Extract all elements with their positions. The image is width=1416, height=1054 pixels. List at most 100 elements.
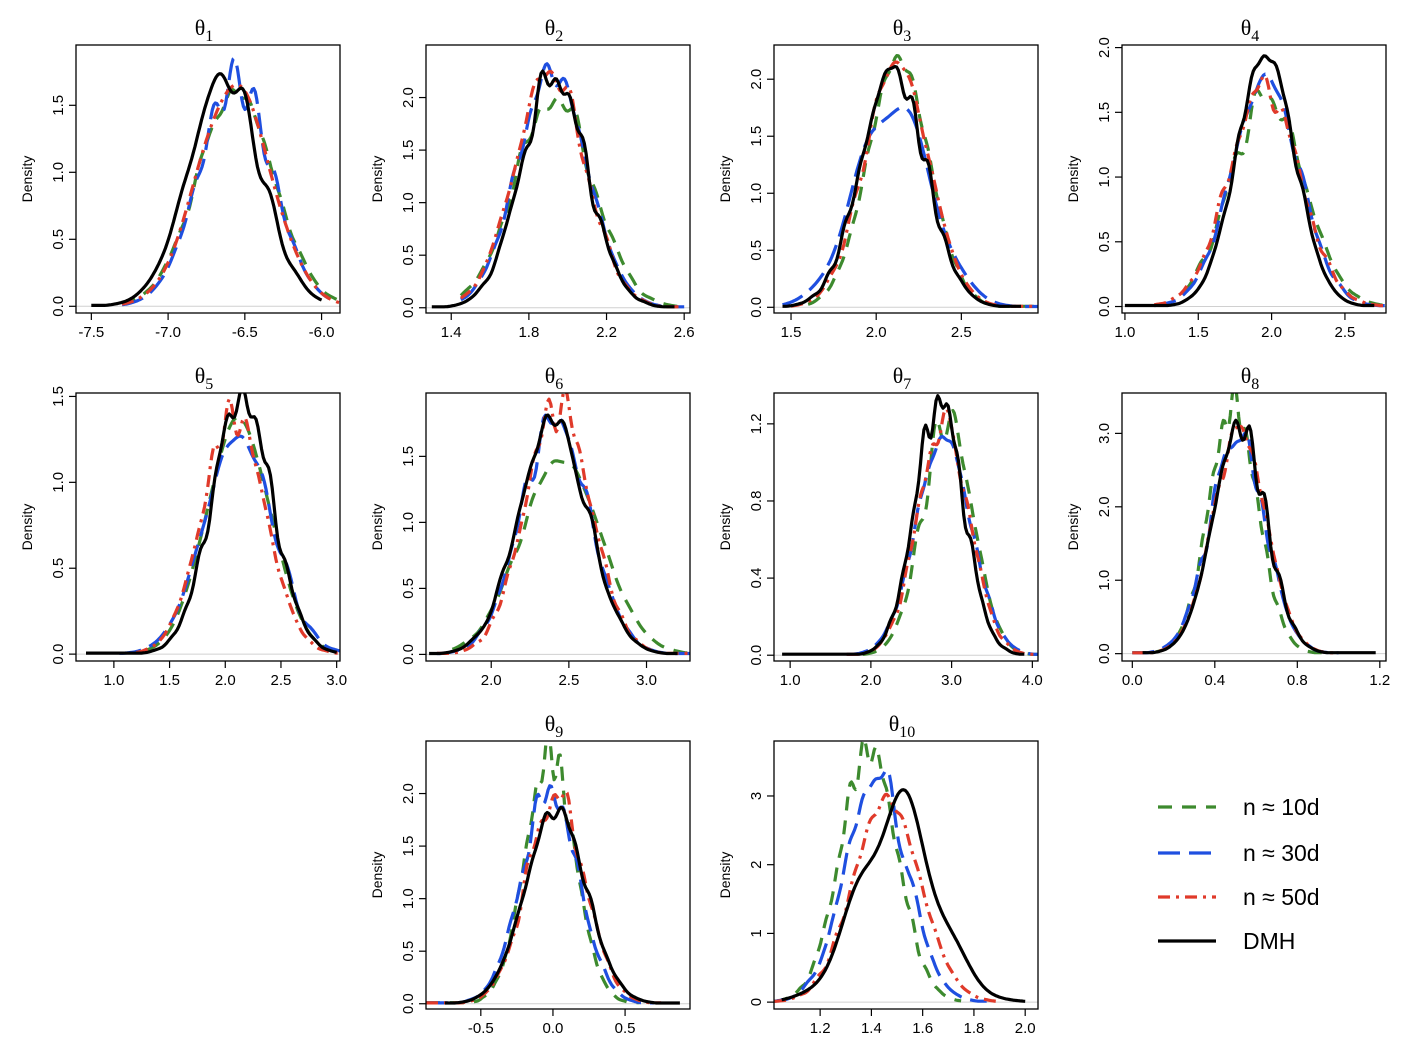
y-tick-label: 0.5 <box>50 558 67 579</box>
density-curve-n-50d <box>135 397 340 655</box>
y-tick-label: 1.0 <box>400 192 417 213</box>
y-tick-label: 0.8 <box>748 491 765 512</box>
y-tick-label: 2.0 <box>748 69 765 90</box>
density-curve-n-50d <box>790 60 1038 308</box>
y-axis-label: Density <box>19 156 35 203</box>
panel-theta-4: 1.0 1.5 2.0 2.5 0.0 0.5 1.0 1.5 2.0 Density θ4 <box>1065 15 1387 341</box>
plot-frame <box>425 44 691 314</box>
panel-title: θ10 <box>889 711 916 741</box>
y-tick-label: 0.5 <box>748 240 765 261</box>
y-tick-label: 1.5 <box>400 836 417 857</box>
plot-frame <box>425 740 691 1010</box>
density-curve-dmh <box>1142 418 1376 655</box>
x-tick-label: 2.0 <box>1261 324 1282 341</box>
y-tick-label: 3 <box>748 792 765 800</box>
x-tick-label: 1.0 <box>103 672 124 689</box>
y-tick-label: 0.5 <box>50 229 67 250</box>
density-curve-n-30d <box>1154 72 1386 308</box>
y-tick-label: 1.0 <box>748 183 765 204</box>
y-tick-label: 1.2 <box>748 413 765 434</box>
y-tick-label: 1.5 <box>400 446 417 467</box>
panel-title: θ4 <box>1241 15 1260 45</box>
plot-frame <box>425 392 691 662</box>
panel-title: θ6 <box>545 363 564 393</box>
y-tick-label: 0.0 <box>1096 643 1113 664</box>
y-tick-label: 1.5 <box>1096 102 1113 123</box>
y-tick-label: 0.0 <box>748 297 765 318</box>
y-tick-label: 1.5 <box>50 95 67 116</box>
y-tick-label: 2.0 <box>1096 37 1113 58</box>
x-tick-label: 1.4 <box>441 324 462 341</box>
density-curve-dmh <box>1124 54 1375 308</box>
y-axis-label: Density <box>369 852 385 899</box>
panel-title: θ2 <box>545 15 564 45</box>
density-curve-dmh <box>86 393 338 655</box>
y-tick-label: 0.0 <box>400 644 417 665</box>
x-tick-label: 2.2 <box>596 324 617 341</box>
legend-label-10d: n ≈ 10d <box>1243 794 1320 820</box>
x-tick-label: -6.5 <box>232 324 258 341</box>
y-tick-label: 2.0 <box>400 87 417 108</box>
y-axis-label: Density <box>717 852 733 899</box>
y-axis-label: Density <box>717 504 733 551</box>
panel-theta-2: 1.4 1.8 2.2 2.6 0.0 0.5 1.0 1.5 2.0 Density θ2 <box>369 15 695 341</box>
y-tick-label: 1.0 <box>400 888 417 909</box>
panel-title: θ1 <box>195 15 214 45</box>
density-curve-n-10d <box>1132 393 1329 655</box>
density-curve-dmh <box>429 413 678 656</box>
panel-theta-3: 1.5 2.0 2.5 0.0 0.5 1.0 1.5 2.0 Density θ3 <box>717 15 1039 341</box>
plot-frame <box>773 392 1039 662</box>
y-tick-label: 1.0 <box>50 162 67 183</box>
y-tick-label: 1.0 <box>400 512 417 533</box>
y-tick-label: 0.4 <box>748 568 765 589</box>
x-tick-label: 2.0 <box>866 324 887 341</box>
x-tick-label: 4.0 <box>1022 672 1043 689</box>
density-curve-n-50d <box>121 83 340 306</box>
x-tick-label: 1.8 <box>518 324 539 341</box>
x-tick-label: 3.0 <box>941 672 962 689</box>
density-curve-n-30d <box>119 434 340 655</box>
plot-frame <box>75 44 341 314</box>
plot-frame <box>773 44 1039 314</box>
density-curve-n-10d <box>146 415 340 654</box>
y-tick-label: 0.5 <box>400 941 417 962</box>
y-axis-label: Density <box>369 156 385 203</box>
density-curve-dmh <box>444 805 680 1005</box>
density-curve-n-30d <box>1132 430 1339 655</box>
y-tick-label: 0.0 <box>50 644 67 665</box>
plot-frame <box>1121 44 1387 314</box>
x-tick-label: -7.0 <box>155 324 181 341</box>
y-tick-label: 1.0 <box>1096 570 1113 591</box>
density-curve-n-10d <box>451 459 690 655</box>
density-curve-n-30d <box>436 413 690 656</box>
density-curve-n-30d <box>121 56 331 307</box>
density-curve-n-50d <box>774 792 1000 1003</box>
y-tick-label: 0.0 <box>748 645 765 666</box>
legend: n ≈ 10d n ≈ 30d n ≈ 50d DMH <box>1158 794 1320 954</box>
x-tick-label: 2.0 <box>215 672 236 689</box>
y-tick-label: 1 <box>748 929 765 937</box>
x-tick-label: 2.0 <box>1015 1020 1036 1037</box>
x-tick-label: 1.5 <box>1188 324 1209 341</box>
x-tick-label: 2.6 <box>674 324 695 341</box>
x-tick-label: 1.0 <box>1115 324 1136 341</box>
x-tick-label: -7.5 <box>78 324 104 341</box>
plot-frame <box>773 740 1039 1010</box>
legend-label-dmh: DMH <box>1243 928 1295 954</box>
density-curve-n-50d <box>846 406 1038 656</box>
panel-theta-8: 0.0 0.4 0.8 1.2 0.0 1.0 2.0 3.0 Density θ8 <box>1065 363 1390 689</box>
y-tick-label: 2 <box>748 861 765 869</box>
x-tick-label: -6.0 <box>309 324 335 341</box>
y-axis-label: Density <box>19 504 35 551</box>
y-tick-label: 0.5 <box>400 245 417 266</box>
x-tick-label: 1.5 <box>159 672 180 689</box>
x-tick-label: 3.0 <box>636 672 657 689</box>
y-tick-label: 0.5 <box>1096 231 1113 252</box>
density-curve-dmh <box>782 64 1021 308</box>
y-tick-label: 3.0 <box>1096 423 1113 444</box>
panel-theta-5: 1.0 1.5 2.0 2.5 3.0 0.0 0.5 1.0 1.5 Density θ5 <box>19 363 347 689</box>
y-tick-label: 1.5 <box>400 140 417 161</box>
x-tick-label: 1.5 <box>781 324 802 341</box>
x-tick-label: 2.5 <box>951 324 972 341</box>
